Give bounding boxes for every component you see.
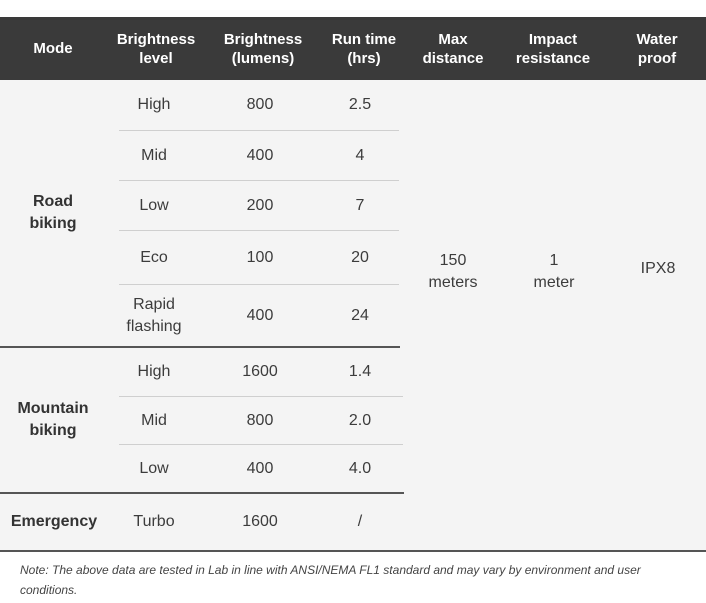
table-cell-runtime: 2.5 — [348, 96, 372, 113]
row-divider — [119, 396, 403, 397]
mode-mountain-biking: Mountain biking — [17, 400, 89, 439]
table-bottom-rule — [0, 550, 706, 552]
row-divider — [119, 444, 403, 445]
header-impact-resistance: Impact resistance — [515, 30, 591, 67]
table-cell-runtime: / — [357, 513, 363, 530]
table-cell-level: High — [137, 96, 171, 113]
table-cell-runtime: 1.4 — [348, 363, 372, 380]
table-cell-lumens: 800 — [246, 96, 274, 113]
table-cell-lumens: 400 — [246, 459, 274, 477]
table-body — [0, 80, 706, 550]
table-cell-runtime: 4 — [355, 146, 365, 164]
header-max-distance: Max distance — [422, 30, 484, 67]
table-cell-level: Turbo — [133, 513, 175, 530]
table-cell-level: Low — [139, 459, 169, 477]
row-divider — [119, 180, 399, 181]
shared-water-proof: IPX8 — [640, 260, 676, 277]
footnote: Note: The above data are tested in Lab i… — [20, 563, 641, 597]
table-cell-runtime: 24 — [351, 306, 369, 324]
mode-road-biking: Road biking — [29, 193, 77, 232]
group-divider — [0, 492, 404, 494]
table-cell-level: Eco — [140, 248, 168, 266]
table-cell-runtime: 4.0 — [348, 459, 372, 477]
table-cell-runtime: 2.0 — [348, 411, 372, 429]
table-cell-level: Rapid flashing — [126, 295, 182, 335]
header-water-proof: Water proof — [636, 30, 678, 67]
table-cell-lumens: 1600 — [242, 513, 278, 530]
table-cell-level: Mid — [141, 146, 167, 164]
table-cell-lumens: 400 — [246, 306, 274, 324]
table-cell-lumens: 100 — [246, 248, 274, 266]
header-brightness-level: Brightness level — [116, 30, 196, 67]
table-cell-runtime: 20 — [351, 248, 369, 266]
shared-max-distance: 150 meters — [428, 252, 478, 291]
mode-emergency: Emergency — [10, 513, 98, 530]
header-run-time: Run time (hrs) — [331, 30, 397, 67]
header-mode: Mode — [33, 40, 73, 57]
table-cell-lumens: 200 — [246, 196, 274, 214]
table-cell-level: High — [137, 363, 171, 380]
header-brightness-lumens: Brightness (lumens) — [223, 30, 303, 67]
table-cell-lumens: 800 — [246, 411, 274, 429]
table-cell-lumens: 1600 — [242, 363, 278, 380]
row-divider — [119, 284, 399, 285]
shared-impact-resistance: 1 meter — [533, 252, 575, 291]
table-cell-level: Low — [139, 196, 169, 214]
table-cell-lumens: 400 — [246, 146, 274, 164]
row-divider — [119, 130, 399, 131]
group-divider — [0, 346, 400, 348]
table-header: Mode Brightness level Brightness (lumens… — [0, 17, 706, 80]
table-cell-level: Mid — [141, 411, 167, 429]
row-divider — [119, 230, 399, 231]
table-cell-runtime: 7 — [355, 196, 365, 214]
